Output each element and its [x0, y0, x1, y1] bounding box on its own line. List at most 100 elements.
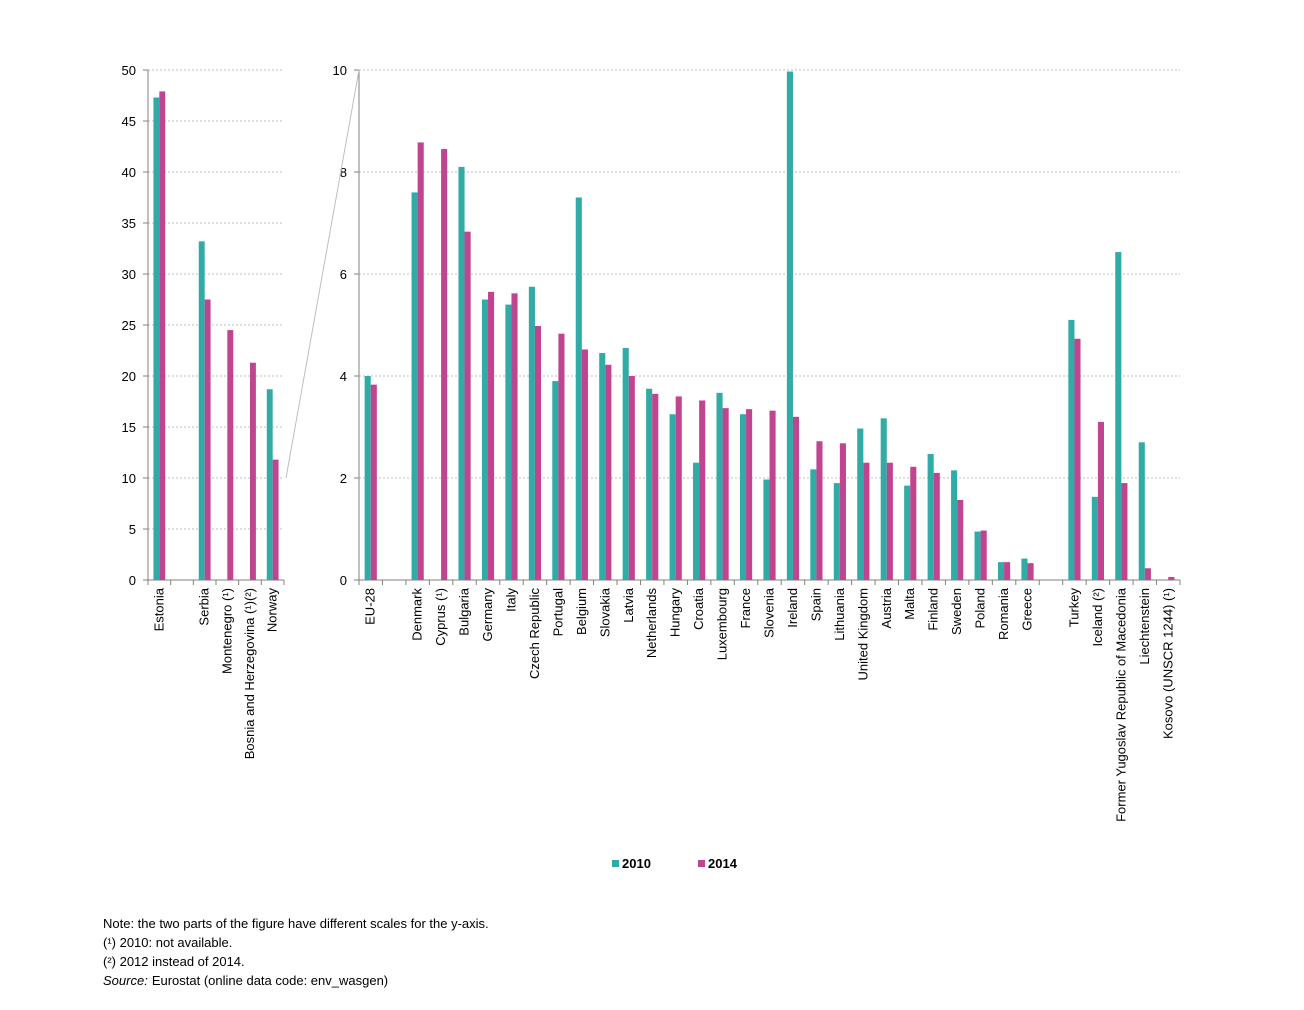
bar-2014-greece [1027, 563, 1034, 580]
bar-2014-kosovo-unscr-1244 [1168, 576, 1175, 580]
legend-swatch-2014 [698, 860, 705, 867]
bar-2010-sweden [951, 470, 958, 580]
y-tick-label: 20 [122, 369, 136, 384]
y-tick-label: 0 [129, 573, 136, 588]
bar-2014-norway [272, 459, 279, 580]
bar-2014-romania [1004, 562, 1011, 580]
x-tick-label: Montenegro (¹) [219, 588, 234, 674]
y-tick-label: 4 [340, 369, 347, 384]
y-tick-label: 50 [122, 63, 136, 78]
bar-2010-austria [880, 418, 887, 580]
bar-2010-eu-28 [364, 376, 371, 580]
x-tick-label: Malta [902, 587, 917, 620]
bar-2010-croatia [693, 462, 700, 580]
x-tick-label: Cyprus (¹) [433, 588, 448, 646]
bar-2014-czech-republic [534, 326, 542, 580]
bar-2014-bulgaria [464, 231, 471, 581]
y-tick-label: 15 [122, 420, 136, 435]
x-tick-label: Luxembourg [715, 588, 730, 660]
bar-2014-france [746, 409, 753, 580]
bar-2014-denmark [417, 142, 424, 581]
x-tick-label: Poland [973, 588, 988, 628]
bar-2014-croatia [699, 400, 706, 580]
bar-2010-romania [997, 562, 1005, 580]
x-tick-label: Hungary [668, 588, 683, 638]
bar-2010-malta [904, 485, 911, 580]
source-label: Source: [103, 973, 148, 988]
x-tick-label: Sweden [949, 588, 964, 635]
bar-2010-czech-republic [528, 286, 535, 580]
bar-2014-bosnia-and-herzegovina [250, 362, 256, 580]
x-tick-label: Norway [265, 588, 280, 633]
bar-2014-spain [816, 441, 823, 580]
y-tick-label: 45 [122, 114, 136, 129]
bar-2014-iceland [1097, 421, 1104, 580]
x-tick-label: Croatia [691, 587, 706, 630]
x-tick-label: Ireland [785, 588, 800, 628]
x-tick-label: Finland [926, 588, 941, 631]
bar-2014-turkey [1074, 338, 1081, 580]
bar-2010-slovenia [763, 479, 770, 580]
bar-2010-belgium [575, 197, 582, 580]
bar-2014-finland [933, 472, 940, 580]
note-footnote-1: (¹) 2010: not available. [103, 935, 233, 950]
bar-2010-norway [266, 389, 273, 580]
bar-2010-estonia [153, 97, 160, 580]
y-tick-label: 30 [122, 267, 136, 282]
bar-2010-turkey [1068, 319, 1075, 580]
bar-2014-germany [488, 291, 495, 580]
bar-2014-cyprus [441, 149, 448, 581]
x-tick-label: Germany [480, 588, 495, 642]
x-tick-label: Austria [879, 587, 894, 628]
bar-2014-austria [886, 462, 893, 580]
bar-2014-portugal [558, 333, 565, 580]
x-tick-label: France [738, 588, 753, 628]
bar-2010-france [739, 414, 747, 580]
x-tick-label: Serbia [197, 587, 212, 625]
x-tick-label: Former Yugoslav Republic of Macedonia [1113, 587, 1128, 822]
bar-2010-hungary [669, 414, 676, 580]
x-tick-label: Italy [503, 588, 518, 612]
bar-2010-spain [810, 469, 817, 580]
bar-2014-latvia [628, 376, 635, 580]
note-scales: Note: the two parts of the figure have d… [103, 916, 489, 931]
x-tick-label: Greece [1020, 588, 1035, 631]
bar-2010-finland [927, 454, 934, 580]
bar-2014-italy [511, 293, 518, 580]
bar-2010-latvia [622, 347, 629, 580]
bar-2014-netherlands [652, 393, 659, 580]
legend-swatch-2010 [612, 860, 619, 867]
bar-2010-italy [505, 304, 512, 580]
bar-2010-united-kingdom [857, 428, 864, 580]
x-tick-label: Slovenia [762, 587, 777, 638]
legend-label-2010: 2010 [622, 856, 651, 871]
bar-2014-slovakia [605, 364, 612, 580]
bar-2014-luxembourg [722, 408, 729, 580]
x-tick-label: Bulgaria [457, 587, 472, 635]
bar-2010-serbia [198, 241, 205, 581]
bar-2014-estonia [159, 91, 166, 581]
y-tick-label: 2 [340, 471, 347, 486]
x-tick-label: EU-28 [363, 588, 378, 625]
bar-2014-slovenia [769, 410, 776, 580]
note-source: Source: Eurostat (online data code: env_w… [103, 971, 489, 990]
bar-2014-lithuania [839, 443, 846, 580]
bar-2010-netherlands [646, 388, 653, 580]
bar-2014-liechtenstein [1144, 568, 1151, 580]
x-tick-label: Denmark [410, 588, 425, 641]
bar-2014-belgium [581, 349, 588, 580]
chart-notes: Note: the two parts of the figure have d… [103, 914, 489, 990]
x-tick-label: Netherlands [644, 588, 659, 659]
bar-2010-greece [1021, 558, 1028, 580]
bar-2010-ireland [786, 71, 793, 580]
note-footnote-2: (²) 2012 instead of 2014. [103, 954, 245, 969]
y-tick-label: 10 [333, 63, 347, 78]
y-tick-label: 10 [122, 471, 136, 486]
y-tick-label: 25 [122, 318, 136, 333]
x-tick-label: Bosnia and Herzegovina (¹)(²) [242, 588, 257, 759]
x-tick-label: Slovakia [597, 587, 612, 637]
x-tick-label: United Kingdom [855, 588, 870, 681]
bar-2010-bulgaria [458, 166, 465, 580]
x-tick-label: Latvia [621, 587, 636, 622]
